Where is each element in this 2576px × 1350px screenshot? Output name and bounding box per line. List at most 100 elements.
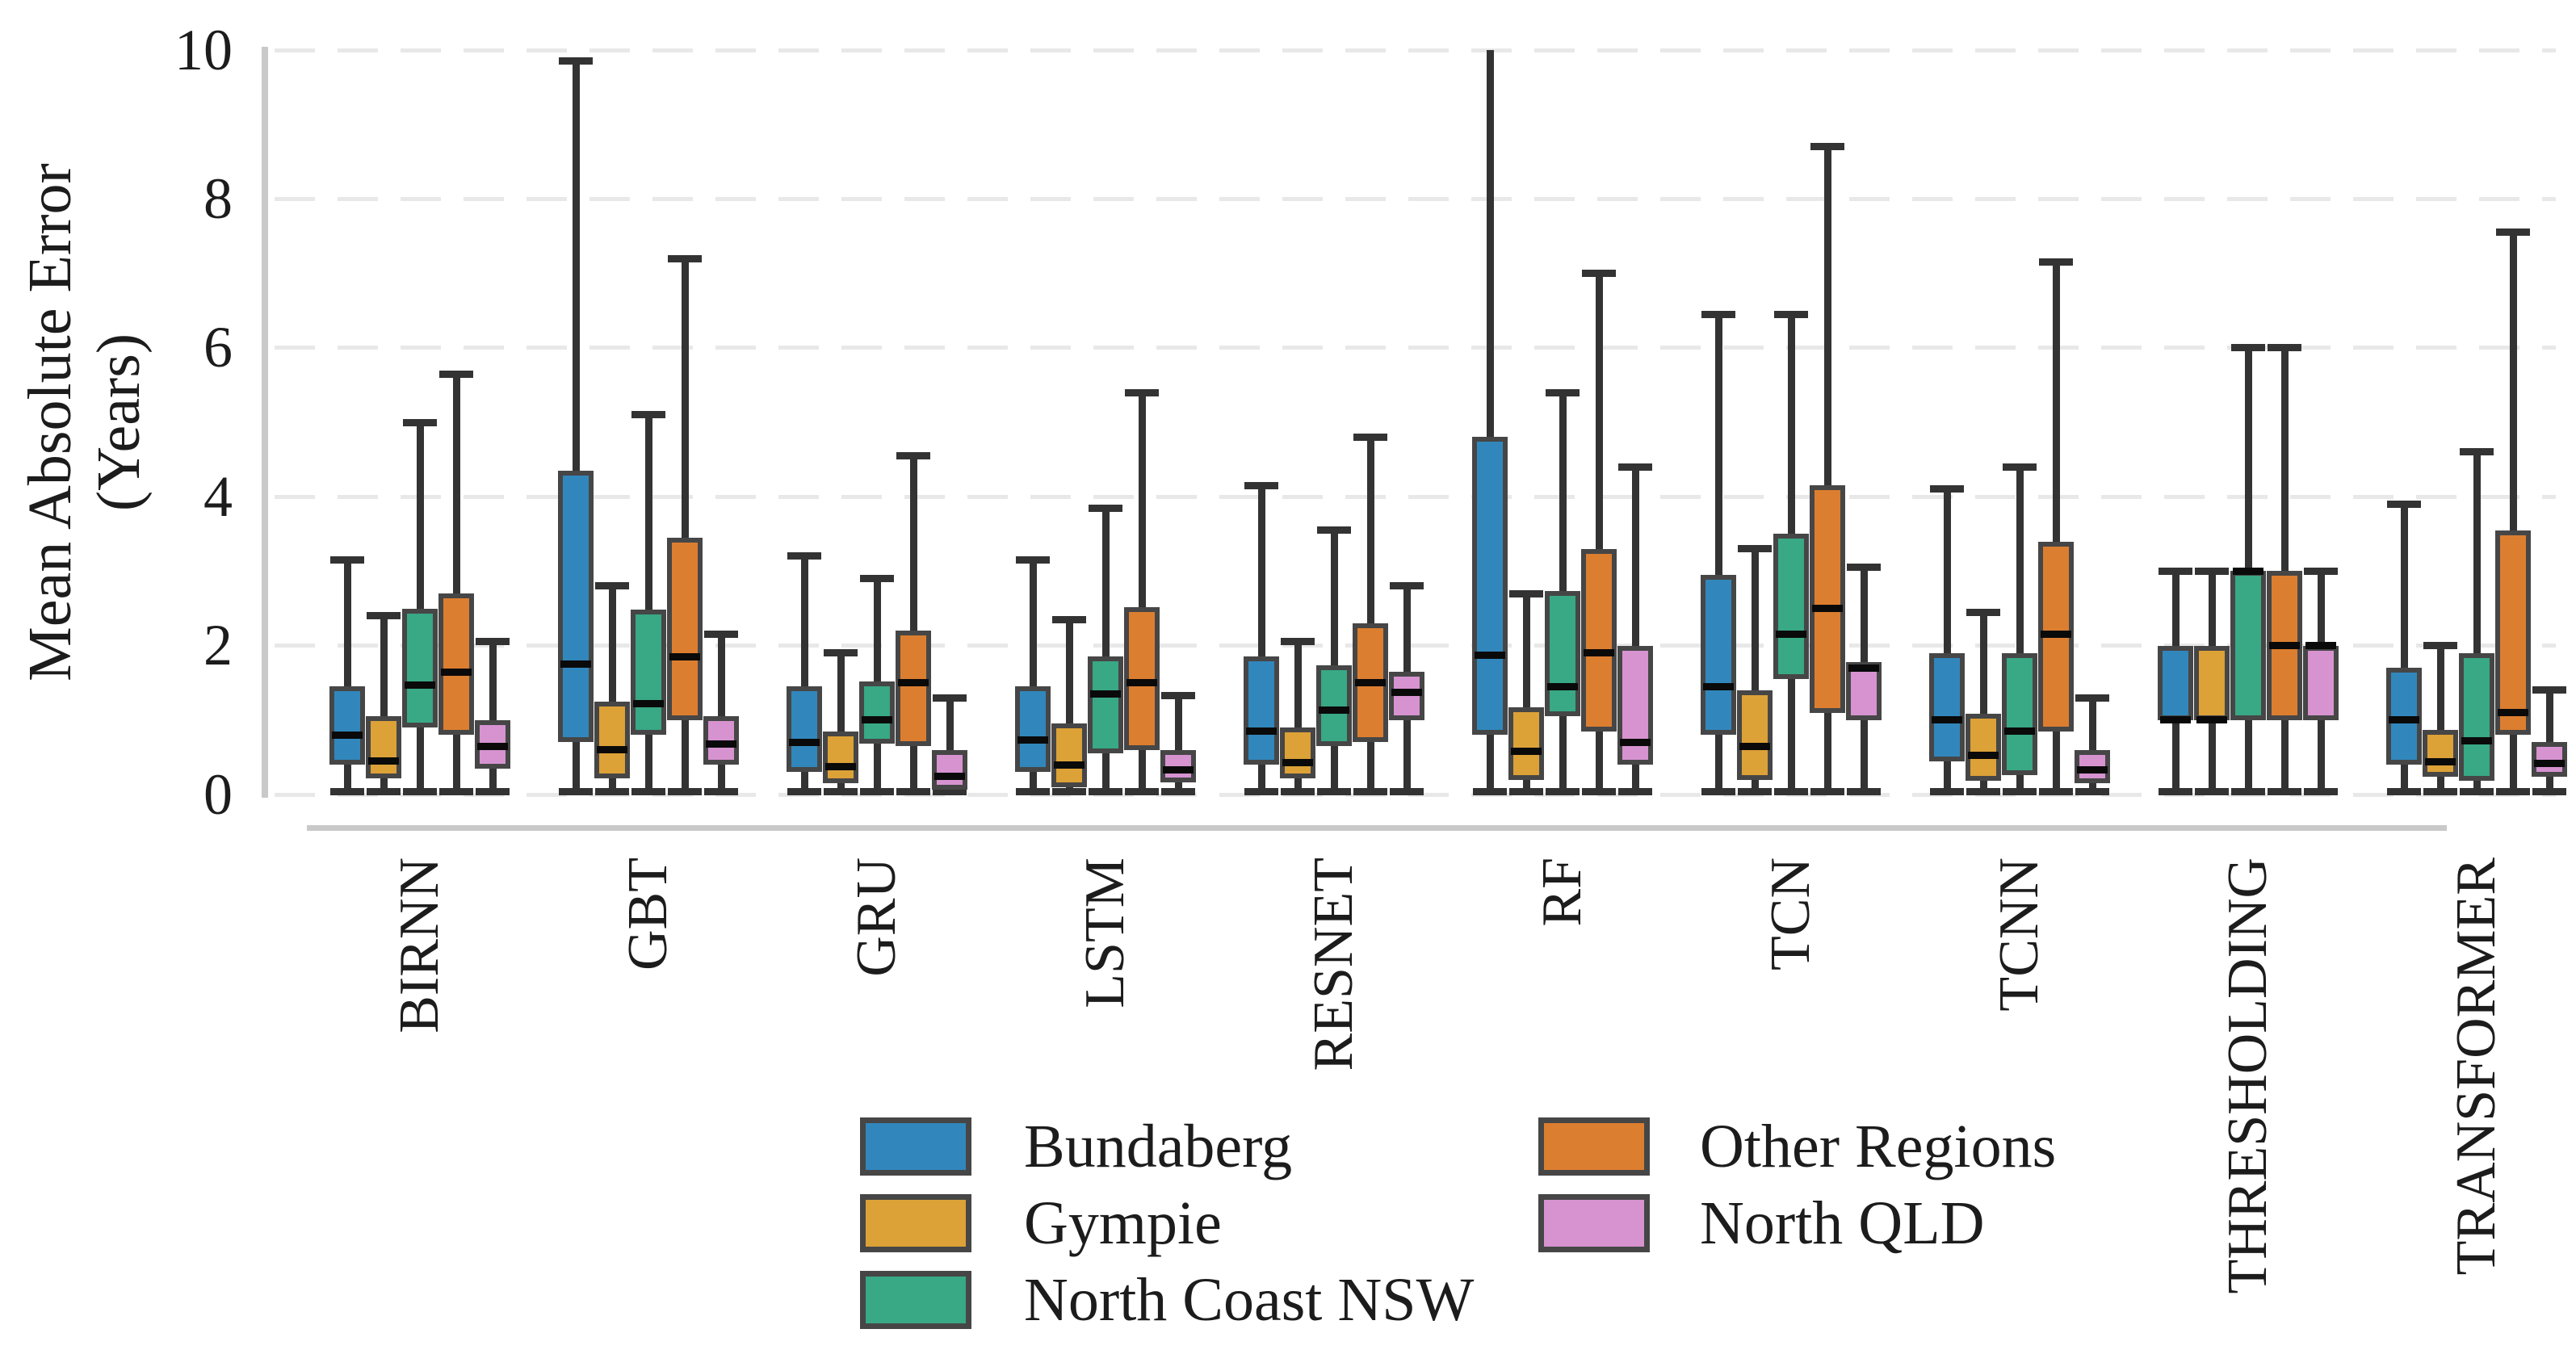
y-tick-label: 0 xyxy=(203,761,233,827)
boxplot-box-thresholding-bundaberg xyxy=(2158,645,2193,720)
median-line xyxy=(706,740,736,748)
boxplot-box-lstm-north-qld xyxy=(1160,749,1196,783)
whisker-cap-bottom xyxy=(1701,788,1735,795)
boxplot-box-resnet-gympie xyxy=(1280,727,1315,778)
x-tick-label-gbt: GBT xyxy=(617,857,679,971)
median-line xyxy=(1355,679,1386,687)
whisker-cap-bottom xyxy=(1618,788,1652,795)
median-line xyxy=(789,738,820,746)
whisker-cap-top xyxy=(1161,691,1195,699)
whisker xyxy=(837,652,845,794)
whisker-cap-top xyxy=(1847,564,1881,572)
boxplot-box-tcn-other-regions xyxy=(1810,485,1845,713)
boxplot-box-thresholding-gympie xyxy=(2194,645,2230,720)
legend-label-north-qld: North QLD xyxy=(1700,1189,1985,1257)
x-tick-label-gru: GRU xyxy=(845,857,908,977)
median-line xyxy=(597,746,627,754)
whisker-cap-bottom xyxy=(403,788,437,795)
whisker-cap-top xyxy=(1089,504,1122,512)
whisker-cap-bottom xyxy=(330,788,364,795)
median-line xyxy=(633,700,664,708)
whisker-cap-top xyxy=(2423,642,2457,650)
boxplot-box-birnn-gympie xyxy=(366,716,401,778)
whisker-cap-top xyxy=(595,582,629,590)
median-line xyxy=(560,660,591,669)
median-line xyxy=(2498,709,2528,717)
median-line xyxy=(898,679,929,687)
median-line xyxy=(1547,682,1578,690)
median-line xyxy=(2269,642,2300,650)
whisker-cap-bottom xyxy=(2268,788,2301,795)
whisker-cap-bottom xyxy=(2231,788,2265,795)
whisker-cap-bottom xyxy=(860,788,894,795)
boxplot-box-rf-north-qld xyxy=(1617,645,1653,765)
whisker-cap-bottom xyxy=(1774,788,1808,795)
whisker-cap-bottom xyxy=(2532,788,2566,795)
whisker-cap-bottom xyxy=(559,788,593,795)
whisker xyxy=(717,634,725,794)
whisker xyxy=(1631,467,1639,794)
whisker-cap-top xyxy=(1509,589,1543,597)
legend-swatch-other-regions xyxy=(1538,1117,1650,1176)
whisker-cap-bottom xyxy=(2423,788,2457,795)
boxplot-box-tcn-bundaberg xyxy=(1701,575,1736,736)
median-line xyxy=(1848,664,1879,672)
whisker-cap-top xyxy=(668,254,702,262)
whisker xyxy=(1101,508,1110,794)
y-axis-spine xyxy=(262,47,268,798)
whisker-cap-top xyxy=(787,552,821,560)
median-line xyxy=(1090,690,1121,698)
whisker xyxy=(946,698,954,794)
whisker-cap-bottom xyxy=(367,788,401,795)
median-line xyxy=(862,716,892,724)
boxplot-box-gbt-bundaberg xyxy=(558,470,594,743)
whisker-cap-top xyxy=(860,575,894,583)
whisker-cap-bottom xyxy=(476,788,510,795)
y-tick-label: 10 xyxy=(174,17,233,82)
whisker-cap-bottom xyxy=(1281,788,1315,795)
boxplot-box-resnet-bundaberg xyxy=(1244,656,1279,765)
median-line xyxy=(332,731,363,739)
whisker-cap-bottom xyxy=(439,788,473,795)
whisker-cap-top xyxy=(1966,608,2000,616)
boxplot-box-tcn-north-coast-nsw xyxy=(1773,534,1809,680)
x-tick-label-tcn: TCN xyxy=(1760,857,1822,971)
boxplot-box-rf-north-coast-nsw xyxy=(1545,591,1580,717)
whisker-cap-top xyxy=(824,649,858,657)
boxplot-box-transformer-north-coast-nsw xyxy=(2459,652,2494,782)
boxplot-box-gru-gympie xyxy=(823,731,858,784)
y-tick-label: 8 xyxy=(203,166,233,231)
whisker xyxy=(1138,392,1146,794)
whisker-cap-top xyxy=(476,638,510,646)
whisker-cap-bottom xyxy=(1317,788,1351,795)
median-line xyxy=(2233,567,2263,575)
boxplot-box-transformer-bundaberg xyxy=(2386,668,2422,765)
whisker-cap-top xyxy=(1701,310,1735,318)
whisker xyxy=(1522,593,1530,794)
gridline-y2 xyxy=(275,644,2556,648)
boxplot-box-resnet-north-coast-nsw xyxy=(1316,665,1352,747)
whisker xyxy=(1257,485,1265,794)
x-tick-label-birnn: BIRNN xyxy=(388,857,451,1033)
x-tick-label-thresholding: THRESHOLDING xyxy=(2217,857,2279,1294)
median-line xyxy=(1932,716,1962,724)
whisker xyxy=(1366,437,1374,794)
gridline-y8 xyxy=(275,196,2556,201)
median-line xyxy=(1319,706,1349,715)
whisker-cap-top xyxy=(1738,545,1772,553)
median-line xyxy=(1475,652,1505,660)
boxplot-box-tcnn-bundaberg xyxy=(1929,652,1965,761)
whisker-cap-bottom xyxy=(787,788,821,795)
whisker xyxy=(452,374,460,794)
whisker-cap-bottom xyxy=(1738,788,1772,795)
whisker-cap-bottom xyxy=(631,788,665,795)
boxplot-box-lstm-north-coast-nsw xyxy=(1088,656,1123,754)
whisker-cap-bottom xyxy=(595,788,629,795)
y-tick-label: 4 xyxy=(203,463,233,529)
whisker-cap-bottom xyxy=(1966,788,2000,795)
whisker xyxy=(2016,467,2024,794)
whisker-cap-bottom xyxy=(1353,788,1387,795)
median-line xyxy=(405,681,435,689)
whisker-cap-bottom xyxy=(1847,788,1881,795)
whisker-cap-bottom xyxy=(2387,788,2421,795)
